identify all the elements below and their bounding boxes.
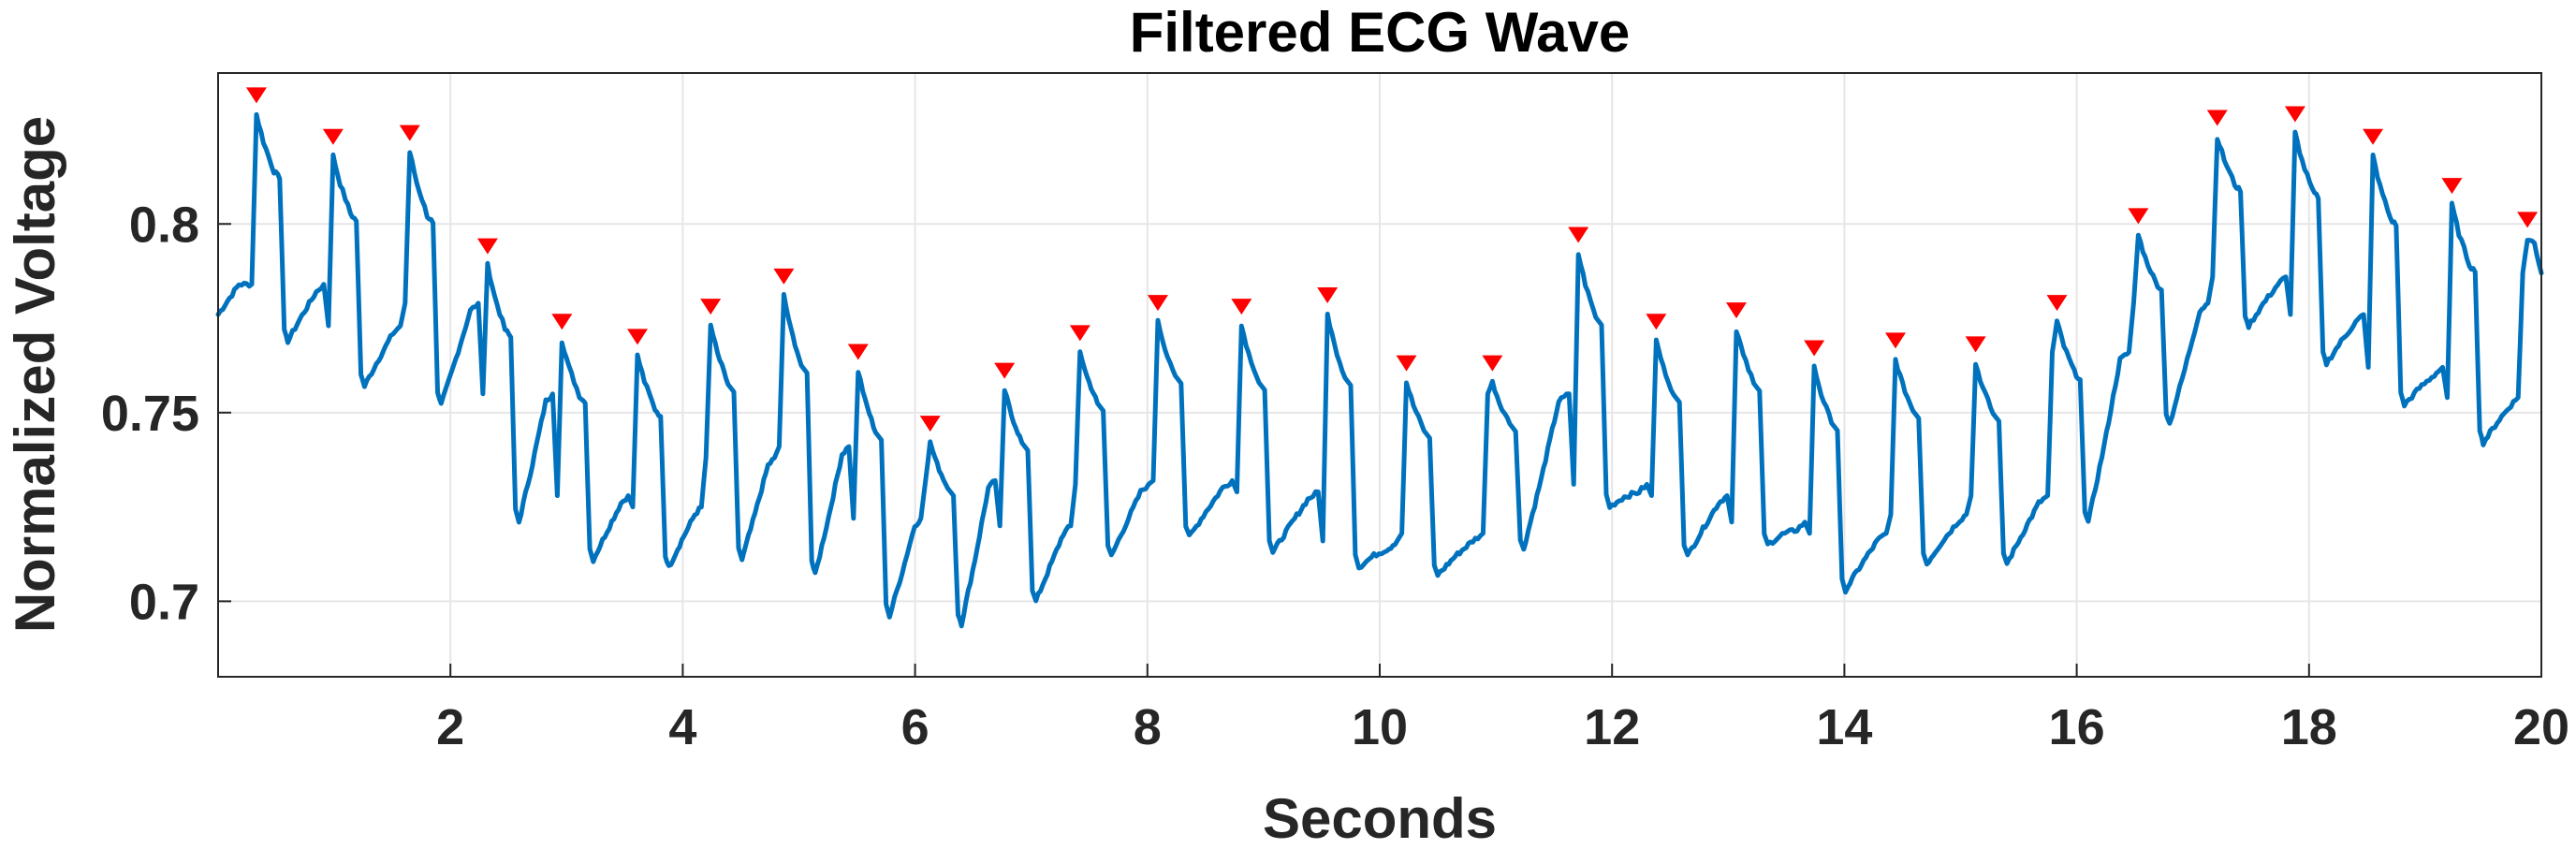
x-tick-label: 16 [2049,699,2105,755]
x-tick-label: 18 [2281,699,2337,755]
y-tick-label: 0.7 [129,574,199,630]
y-axis-ticks: 0.7 0.75 0.8 [101,197,231,630]
peak-markers [245,87,2539,432]
peak-marker [2517,212,2539,228]
x-tick-label: 8 [1134,699,1162,755]
peak-marker [847,344,869,360]
y-tick-label: 0.8 [129,197,199,253]
peak-marker [1646,314,1667,330]
plot-area [215,72,2544,678]
peak-marker [2441,178,2463,195]
peak-marker [2206,110,2228,126]
peak-marker [1568,227,1589,243]
peak-marker [399,124,420,141]
peak-marker [1317,287,1339,303]
x-tick-label: 14 [1816,699,1872,755]
y-tick-label: 0.75 [101,386,199,442]
peak-marker [1069,325,1090,342]
peak-marker [322,128,344,145]
x-tick-label: 6 [901,699,929,755]
y-axis-label: Normalized Voltage [4,116,66,633]
peak-marker [1804,340,1825,357]
x-tick-label: 10 [1352,699,1408,755]
x-tick-label: 2 [436,699,464,755]
peak-marker [919,416,941,432]
peak-marker [994,362,1016,379]
x-axis-label: Seconds [1263,787,1497,849]
peak-marker [2363,128,2384,145]
peak-marker [1147,295,1168,312]
peak-marker [700,299,722,315]
peak-marker [2284,106,2305,123]
x-tick-label: 4 [668,699,696,755]
peak-marker [551,314,573,330]
x-tick-label: 20 [2513,699,2569,755]
peak-marker [1965,336,1986,353]
chart-title: Filtered ECG Wave [1130,1,1631,64]
peak-marker [2046,295,2068,312]
peak-marker [627,329,649,345]
peak-marker [245,87,267,104]
y-gridlines [218,223,2541,603]
peak-marker [476,238,498,255]
peak-marker [2128,208,2149,225]
peak-marker [1885,332,1907,349]
ecg-series-line [215,111,2544,629]
x-axis-ticks: 2 4 6 8 10 12 14 16 18 20 [436,664,2569,755]
x-tick-label: 12 [1584,699,1640,755]
peak-marker [1396,355,1417,372]
peak-marker [1725,302,1747,319]
peak-marker [1231,299,1252,315]
peak-marker [1482,355,1503,372]
peak-marker [773,268,795,285]
